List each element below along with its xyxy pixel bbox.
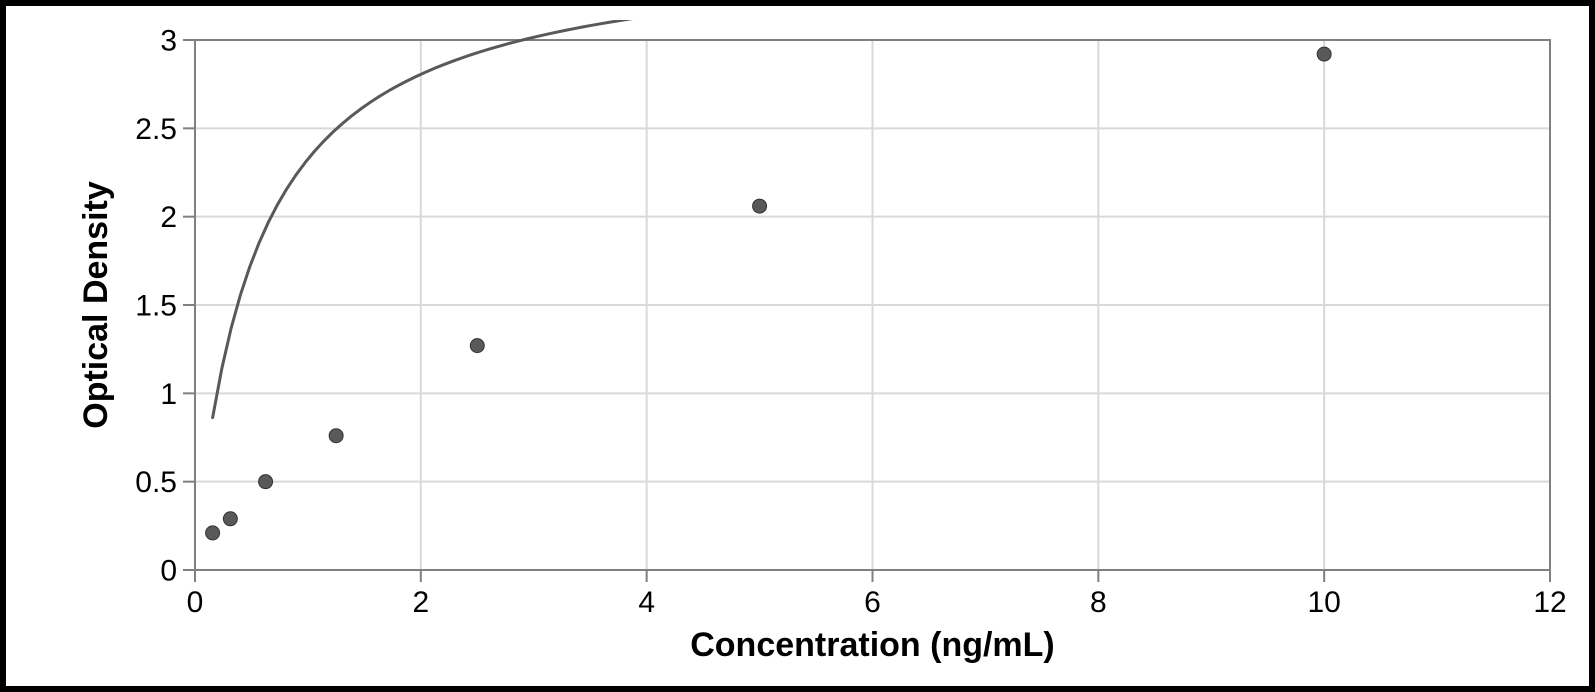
x-tick-label: 6 xyxy=(864,586,881,619)
x-tick-label: 8 xyxy=(1090,586,1107,619)
y-tick-label: 3 xyxy=(160,25,177,58)
data-point xyxy=(206,526,220,540)
data-point xyxy=(329,429,343,443)
data-point xyxy=(259,475,273,489)
y-tick-label: 0 xyxy=(160,555,177,588)
data-point xyxy=(753,199,767,213)
x-tick-label: 0 xyxy=(187,586,204,619)
y-tick-label: 2.5 xyxy=(135,113,177,146)
x-tick-label: 10 xyxy=(1307,586,1340,619)
x-tick-label: 2 xyxy=(412,586,429,619)
x-tick-label: 12 xyxy=(1533,586,1566,619)
x-ticks: 0 2 4 6 8 10 12 xyxy=(187,570,1567,619)
data-point xyxy=(223,512,237,526)
y-tick-label: 1.5 xyxy=(135,290,177,323)
chart-container: 0 2 4 6 8 10 12 0 0.5 1 1.5 2 2.5 3 Concentration (ng/… xyxy=(20,20,1575,672)
y-axis-label: Optical Density xyxy=(77,181,115,429)
y-tick-label: 1 xyxy=(160,378,177,411)
data-point xyxy=(470,339,484,353)
y-tick-label: 0.5 xyxy=(135,466,177,499)
data-point xyxy=(1317,47,1331,61)
y-tick-label: 2 xyxy=(160,201,177,234)
y-ticks: 0 0.5 1 1.5 2 2.5 3 xyxy=(135,25,195,588)
x-tick-label: 4 xyxy=(638,586,655,619)
x-axis-label: Concentration (ng/mL) xyxy=(690,626,1055,664)
chart-svg: 0 2 4 6 8 10 12 0 0.5 1 1.5 2 2.5 3 Concentration (ng/… xyxy=(20,20,1575,672)
chart-frame: 0 2 4 6 8 10 12 0 0.5 1 1.5 2 2.5 3 Concentration (ng/… xyxy=(0,0,1595,692)
